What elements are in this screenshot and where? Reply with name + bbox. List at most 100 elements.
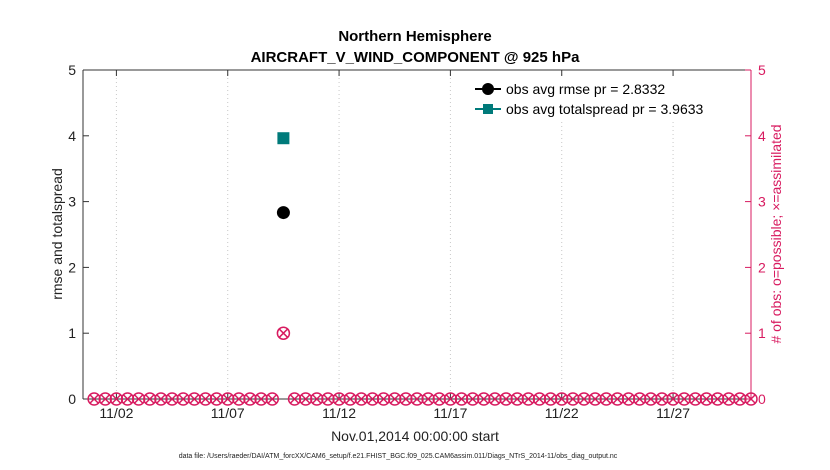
x-tick-label: 11/22 xyxy=(545,405,579,421)
obs-possible-marker xyxy=(143,392,157,406)
obs-possible-marker xyxy=(131,392,146,406)
obs-possible-marker xyxy=(154,392,168,406)
totalspread-point xyxy=(277,132,290,145)
obs-possible-marker xyxy=(298,392,313,406)
x-axis-label: Nov.01,2014 00:00:00 start xyxy=(331,428,499,444)
obs-assimilated-marker xyxy=(311,393,322,405)
y-tick-label: 5 xyxy=(68,62,76,78)
obs-assimilated-marker xyxy=(712,393,723,405)
legend-label-totalspread: obs avg totalspread pr = 3.9633 xyxy=(506,101,704,117)
obs-possible-marker xyxy=(621,392,636,406)
obs-assimilated-marker xyxy=(445,393,456,405)
obs-possible-marker xyxy=(276,326,291,340)
obs-possible-marker xyxy=(477,392,491,406)
obs-assimilated-marker xyxy=(668,393,679,405)
obs-possible-marker xyxy=(644,392,658,406)
obs-assimilated-marker xyxy=(456,393,467,405)
obs-assimilated-marker xyxy=(534,393,545,405)
obs-assimilated-marker xyxy=(322,393,333,405)
obs-possible-marker xyxy=(287,392,302,406)
obs-possible-marker xyxy=(454,392,469,406)
obs-possible-marker xyxy=(365,392,380,406)
x-tick-label: 11/07 xyxy=(211,405,245,421)
x-tick-label: 11/27 xyxy=(656,405,690,421)
y-tick-label: 3 xyxy=(68,194,76,210)
obs-possible-marker xyxy=(710,392,725,406)
obs-assimilated-marker xyxy=(745,393,757,405)
obs-possible-marker xyxy=(610,392,625,406)
obs-possible-marker xyxy=(209,392,224,406)
obs-assimilated-marker xyxy=(512,393,523,405)
obs-assimilated-marker xyxy=(89,393,100,405)
obs-assimilated-marker xyxy=(478,393,489,405)
obs-assimilated-marker xyxy=(289,393,300,405)
y-axis-right-ticks: 0 1 2 3 4 5 xyxy=(745,62,766,407)
obs-possible-marker xyxy=(220,392,235,406)
obs-possible-marker xyxy=(343,392,357,406)
obs-possible-marker xyxy=(410,392,424,406)
obs-assimilated-marker xyxy=(578,393,590,405)
obs-assimilated-marker xyxy=(389,393,400,405)
obs-assimilated-marker xyxy=(155,393,166,405)
obs-possible-marker xyxy=(376,392,391,406)
obs-possible-marker xyxy=(332,392,346,406)
obs-assimilated-marker xyxy=(211,393,222,405)
obs-count-markers xyxy=(87,326,758,406)
footnote: data file: /Users/raeder/DAI/ATM_forcXX/… xyxy=(179,453,618,460)
obs-assimilated-marker xyxy=(233,393,244,405)
obs-possible-marker xyxy=(532,392,547,406)
y2-tick-label: 1 xyxy=(758,325,766,341)
obs-possible-marker xyxy=(354,392,369,406)
y-tick-label: 4 xyxy=(68,128,76,144)
obs-assimilated-marker xyxy=(122,393,133,405)
obs-assimilated-marker xyxy=(734,393,745,405)
obs-assimilated-marker xyxy=(400,393,411,405)
obs-assimilated-marker xyxy=(256,393,267,405)
obs-possible-marker xyxy=(588,392,602,406)
legend-marker-totalspread xyxy=(483,104,493,114)
obs-assimilated-marker xyxy=(144,393,155,405)
obs-assimilated-marker xyxy=(679,393,690,405)
obs-possible-marker xyxy=(165,392,179,406)
obs-assimilated-marker xyxy=(189,393,200,405)
obs-possible-marker xyxy=(176,392,190,406)
obs-possible-marker xyxy=(655,392,669,406)
obs-possible-marker xyxy=(577,392,591,406)
plot-area xyxy=(83,70,751,399)
obs-assimilated-marker xyxy=(356,393,367,405)
obs-assimilated-marker xyxy=(434,393,445,405)
obs-assimilated-marker xyxy=(378,393,389,405)
y2-tick-label: 3 xyxy=(758,194,766,210)
obs-assimilated-marker xyxy=(411,393,423,405)
y-tick-label: 2 xyxy=(68,259,76,275)
obs-possible-marker xyxy=(721,392,736,406)
obs-assimilated-marker xyxy=(200,393,211,405)
chart-title: Northern Hemisphere xyxy=(338,28,491,45)
obs-assimilated-marker xyxy=(467,393,478,405)
obs-possible-marker xyxy=(510,392,524,406)
y-tick-label: 0 xyxy=(68,391,76,407)
obs-assimilated-marker xyxy=(623,393,634,405)
obs-assimilated-marker xyxy=(111,393,122,405)
legend-label-rmse: obs avg rmse pr = 2.8332 xyxy=(506,81,665,97)
obs-possible-marker xyxy=(198,392,213,406)
y-axis-left-ticks: 0 1 2 3 4 5 xyxy=(68,62,89,407)
obs-possible-marker xyxy=(120,392,135,406)
obs-possible-marker xyxy=(744,392,758,406)
y2-tick-label: 4 xyxy=(758,128,766,144)
x-grid xyxy=(115,70,674,399)
x-tick-label: 11/12 xyxy=(322,405,356,421)
y2-tick-label: 5 xyxy=(758,62,766,78)
series-markers xyxy=(276,132,290,220)
obs-possible-marker xyxy=(399,392,413,406)
obs-assimilated-marker xyxy=(300,393,311,405)
obs-possible-marker xyxy=(599,392,614,406)
obs-assimilated-marker xyxy=(556,393,567,405)
obs-possible-marker xyxy=(98,392,113,406)
obs-assimilated-marker xyxy=(612,393,623,405)
obs-assimilated-marker xyxy=(244,393,256,405)
y-tick-label: 1 xyxy=(68,325,76,341)
obs-assimilated-marker xyxy=(367,393,378,405)
obs-possible-marker xyxy=(265,392,280,406)
